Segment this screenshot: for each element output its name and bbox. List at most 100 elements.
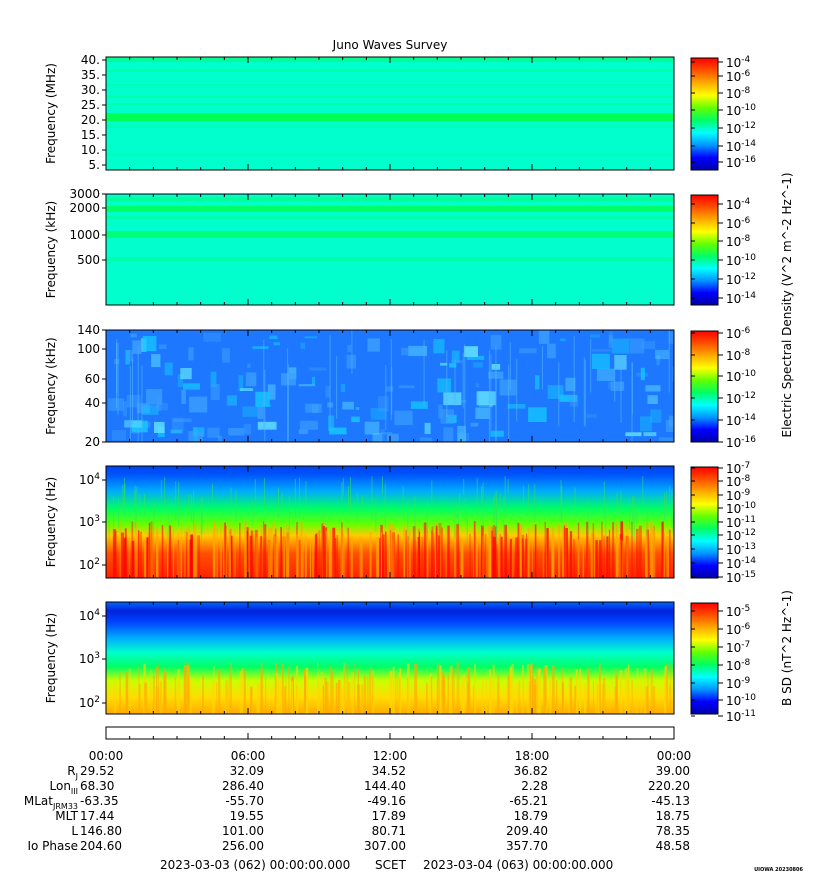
colorbar-tick-label: 10-14 bbox=[726, 556, 756, 571]
colorbar-tick-label: 10-14 bbox=[726, 413, 756, 428]
ephemeris-value: 48.58 bbox=[656, 839, 690, 853]
ephemeris-value: 68.30 bbox=[80, 779, 114, 793]
ephemeris-value: 32.09 bbox=[230, 764, 264, 778]
ephemeris-value: 18.79 bbox=[514, 809, 548, 823]
ephemeris-value: -65.21 bbox=[509, 794, 548, 808]
y-axis-label: Frequency (kHz) bbox=[44, 337, 58, 434]
ephemeris-value: -55.70 bbox=[225, 794, 264, 808]
spectrogram-image-3 bbox=[106, 330, 674, 442]
magnetic-colorbar-label: B SD (nT^2 Hz^-1) bbox=[780, 590, 794, 706]
y-tick-label: 40 bbox=[85, 396, 100, 410]
colorbar-tick-label: 10-10 bbox=[726, 501, 756, 516]
colorbar-tick-label: 10-11 bbox=[726, 515, 756, 530]
watermark: UIOWA 20230806 bbox=[754, 867, 803, 873]
ephemeris-row-label: MLatJRM33 bbox=[24, 794, 78, 811]
colorbar-tick-label: 10-7 bbox=[726, 461, 750, 476]
ephemeris-value: 220.20 bbox=[648, 779, 690, 793]
spectrogram-panel-5: 104 103 102 Frequency (Hz) bbox=[44, 601, 675, 715]
ephemeris-value: 80.71 bbox=[372, 824, 406, 838]
ephemeris-row-label: L bbox=[71, 824, 78, 838]
spectrogram-panel-1: 40.35.30.25.20.15.10.5. Frequency (MHz) bbox=[44, 53, 675, 172]
y-tick-label: 30. bbox=[81, 83, 100, 97]
ephemeris-value: 146.80 bbox=[80, 824, 122, 838]
electric-colorbar-label: Electric Spectral Density (V^2 m^-2 Hz^-… bbox=[780, 172, 794, 437]
colorbar-tick-label: 10-7 bbox=[726, 640, 750, 655]
ephemeris-value: 29.52 bbox=[80, 764, 114, 778]
colorbar-tick-label: 10-12 bbox=[726, 272, 756, 287]
colorbar-tick-label: 10-12 bbox=[726, 528, 756, 543]
y-tick-label: 10. bbox=[81, 143, 100, 157]
y-tick-label: 104 bbox=[79, 472, 100, 487]
spectrogram-image-2 bbox=[106, 194, 674, 305]
colorbar-tick-label: 10-8 bbox=[726, 86, 751, 101]
colorbar-tick-label: 10-10 bbox=[726, 253, 756, 268]
time-tick-label: 12:00 bbox=[373, 749, 408, 763]
y-axis-label: Frequency (Hz) bbox=[44, 477, 58, 568]
colorbar-tick-label: 10-10 bbox=[726, 693, 756, 708]
y-tick-label: 20. bbox=[81, 113, 100, 127]
time-tick-label: 18:00 bbox=[515, 749, 550, 763]
y-axis-label: Frequency (Hz) bbox=[44, 613, 58, 704]
y-tick-label: 140 bbox=[77, 323, 100, 337]
y-tick-label: 20 bbox=[85, 435, 100, 449]
colorbar-tick-label: 10-15 bbox=[726, 570, 756, 585]
colorbar-tick-label: 10-4 bbox=[726, 197, 751, 212]
ephemeris-value: 307.00 bbox=[364, 839, 406, 853]
ephemeris-value: 2.28 bbox=[521, 779, 548, 793]
ephemeris-value: 39.00 bbox=[656, 764, 690, 778]
colorbar-tick-label: 10-10 bbox=[726, 103, 756, 118]
colorbar-tick-label: 10-8 bbox=[726, 658, 751, 673]
colorbar-2: 10-4 10-6 10-8 10-10 10-12 10-14 bbox=[690, 194, 756, 306]
ephemeris-value: 209.40 bbox=[506, 824, 548, 838]
colorbar-tick-label: 10-12 bbox=[726, 121, 756, 136]
y-tick-label: 40. bbox=[81, 53, 100, 67]
colorbar-tick-label: 10-6 bbox=[726, 326, 751, 341]
footer-scet-label: SCET bbox=[375, 858, 406, 872]
footer-end-time: 2023-03-04 (063) 00:00:00.000 bbox=[423, 858, 614, 872]
y-tick-label: 15. bbox=[81, 128, 100, 142]
ephemeris-row-label: Io Phase bbox=[27, 839, 78, 853]
colorbar-tick-label: 10-16 bbox=[726, 435, 756, 450]
ephemeris-value: 36.82 bbox=[514, 764, 548, 778]
colorbar-tick-label: 10-6 bbox=[726, 69, 751, 84]
colorbar-4: 10-710-810-910-1010-1110-1210-1310-1410-… bbox=[690, 461, 756, 585]
y-tick-label: 103 bbox=[79, 514, 100, 529]
y-tick-label: 500 bbox=[77, 253, 100, 267]
ephemeris-value: -49.16 bbox=[367, 794, 406, 808]
ephemeris-row-label: LonIII bbox=[50, 779, 79, 796]
ephemeris-row-label: RJ bbox=[67, 764, 78, 781]
spectrogram-image-5 bbox=[106, 602, 674, 714]
ephemeris-value: 34.52 bbox=[372, 764, 406, 778]
y-tick-label: 102 bbox=[79, 695, 100, 710]
colorbar-tick-label: 10-10 bbox=[726, 369, 756, 384]
colorbar-tick-label: 10-8 bbox=[726, 348, 751, 363]
y-tick-label: 5. bbox=[89, 158, 100, 172]
ephemeris-value: -45.13 bbox=[651, 794, 690, 808]
colorbar-tick-label: 10-16 bbox=[726, 155, 756, 170]
time-tick-label: 00:00 bbox=[657, 749, 692, 763]
colorbar-tick-label: 10-5 bbox=[726, 604, 750, 619]
colorbar-tick-label: 10-9 bbox=[726, 676, 751, 691]
time-tick-label: 06:00 bbox=[231, 749, 266, 763]
spectrogram-image-1 bbox=[106, 57, 674, 170]
time-tick-label: 00:00 bbox=[89, 749, 124, 763]
colorbar-tick-label: 10-11 bbox=[726, 709, 756, 724]
spectrogram-panel-3: 140 100 60 40 20 Frequency (kHz) bbox=[44, 323, 675, 449]
ephemeris-value: 204.60 bbox=[80, 839, 122, 853]
footer-start-time: 2023-03-03 (062) 00:00:00.000 bbox=[160, 858, 351, 872]
ephemeris-value: 17.44 bbox=[80, 809, 114, 823]
colorbar-tick-label: 10-6 bbox=[726, 622, 751, 637]
colorbar-tick-label: 10-14 bbox=[726, 139, 756, 154]
ephemeris-value: 17.89 bbox=[372, 809, 406, 823]
y-tick-label: 25. bbox=[81, 98, 100, 112]
spectrogram-panel-4: 104 103 102 Frequency (Hz) bbox=[44, 465, 675, 579]
ephemeris-value: 101.00 bbox=[222, 824, 264, 838]
ephemeris-value: 286.40 bbox=[222, 779, 264, 793]
ephemeris-row-label: MLT bbox=[55, 809, 78, 823]
y-tick-label: 104 bbox=[79, 608, 100, 623]
y-axis-label: Frequency (kHz) bbox=[44, 201, 58, 298]
